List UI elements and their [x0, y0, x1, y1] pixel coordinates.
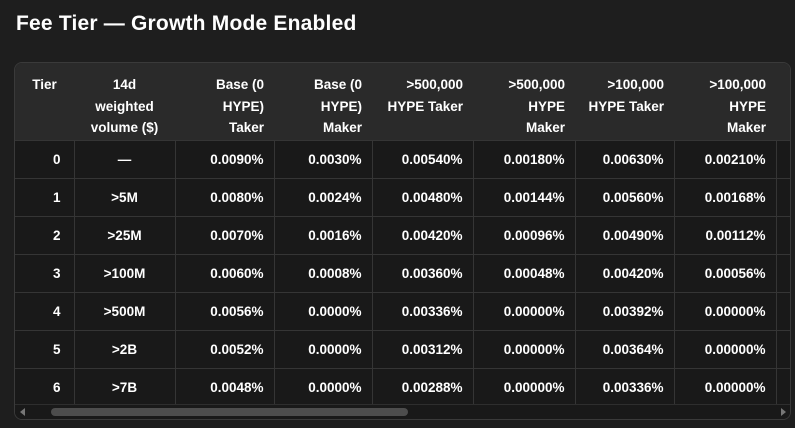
scrollbar-track[interactable]: [29, 405, 776, 419]
cell: 0.00000%: [673, 367, 776, 406]
cell: 0.00336%: [371, 291, 473, 330]
cell: 4: [15, 291, 74, 330]
fee-table: Tier 14d weighted volume ($) Base (0 HYPE)…: [15, 63, 790, 406]
cell: 0.0056%: [174, 291, 274, 330]
cell: 0.0000%: [273, 291, 372, 330]
cell: 3: [15, 253, 74, 292]
page-title: Fee Tier — Growth Mode Enabled: [16, 12, 357, 35]
table-row: 2 >25M 0.0070% 0.0016% 0.00420% 0.00096% 0.004…: [15, 215, 790, 254]
scrollbar-thumb[interactable]: [51, 408, 408, 416]
cell: 0.00420%: [371, 215, 473, 254]
cell: 2: [15, 215, 74, 254]
cell: 0.0080%: [174, 177, 274, 216]
cell: >2B: [73, 329, 175, 368]
cell: 0.00364%: [574, 329, 674, 368]
cell: 0.00096%: [472, 215, 575, 254]
cell: 0.00480%: [371, 177, 473, 216]
cell: 0.00288%: [371, 367, 473, 406]
cell: 0.00144%: [472, 177, 575, 216]
table-body: 0—0.0090% 0.0030% 0.00540% 0.00180% 0.00630%…: [15, 139, 790, 406]
cell-partial: [775, 329, 790, 368]
right-triangle-icon: [780, 408, 786, 416]
cell: 0.00048%: [472, 253, 575, 292]
cell: 0.00000%: [472, 367, 575, 406]
cell: 0.0008%: [273, 253, 372, 292]
cell-partial: [775, 367, 790, 406]
cell: 0.0048%: [174, 367, 274, 406]
cell: 0.0052%: [174, 329, 274, 368]
table-header: Tier 14d weighted volume ($) Base (0 HYPE)…: [15, 63, 790, 140]
table-row: 6 >7B 0.0048% 0.0000% 0.00288% 0.00000% 0.0033…: [15, 367, 790, 406]
cell: 0.0000%: [273, 329, 372, 368]
cell-partial: [775, 291, 790, 330]
cell: 0.00540%: [371, 139, 473, 178]
cell: 0.00312%: [371, 329, 473, 368]
scroll-left-arrow-icon[interactable]: [15, 405, 29, 419]
left-triangle-icon: [19, 408, 25, 416]
column-header: >500,000 HYPE Maker: [473, 63, 575, 140]
table-row: 3 >100M 0.0060% 0.0008% 0.00360% 0.00048% 0.00…: [15, 253, 790, 292]
header-row: Tier 14d weighted volume ($) Base (0 HYPE)…: [15, 63, 790, 140]
table-row: 4 >500M 0.0056% 0.0000% 0.00336% 0.00000% 0.00…: [15, 291, 790, 330]
table-row: 1 >5M 0.0080% 0.0024% 0.00480% 0.00144% 0.0056…: [15, 177, 790, 216]
cell: —: [73, 139, 175, 178]
table-row: 5 >2B 0.0052% 0.0000% 0.00312% 0.00000% 0.0036…: [15, 329, 790, 368]
scroll-right-arrow-icon[interactable]: [776, 405, 790, 419]
column-header: Base (0 HYPE) Maker: [274, 63, 372, 140]
cell: 0.0060%: [174, 253, 274, 292]
cell-partial: [775, 139, 790, 178]
cell: >25M: [73, 215, 175, 254]
cell: 0.00112%: [673, 215, 776, 254]
cell: 0.00392%: [574, 291, 674, 330]
cell: 0.00360%: [371, 253, 473, 292]
cell: 0: [15, 139, 74, 178]
cell: 0.0000%: [273, 367, 372, 406]
column-header: Tier: [15, 63, 74, 140]
cell: 0.00560%: [574, 177, 674, 216]
cell: 0.00168%: [673, 177, 776, 216]
cell: >100M: [73, 253, 175, 292]
column-header: >100,000 HYPE Taker: [575, 63, 674, 140]
cell: 0.00000%: [472, 329, 575, 368]
cell: 0.00000%: [673, 329, 776, 368]
column-header-partial: [776, 63, 790, 140]
cell: >5M: [73, 177, 175, 216]
cell: 0.00180%: [472, 139, 575, 178]
cell: 0.00490%: [574, 215, 674, 254]
cell: 5: [15, 329, 74, 368]
cell: >500M: [73, 291, 175, 330]
fee-table-container: Tier 14d weighted volume ($) Base (0 HYPE)…: [14, 62, 791, 420]
cell: 1: [15, 177, 74, 216]
cell: 0.00336%: [574, 367, 674, 406]
cell-partial: [775, 215, 790, 254]
cell: 0.0016%: [273, 215, 372, 254]
column-header: >500,000 HYPE Taker: [372, 63, 473, 140]
cell: 0.00630%: [574, 139, 674, 178]
cell: 0.0070%: [174, 215, 274, 254]
cell: 0.00420%: [574, 253, 674, 292]
column-header: 14d weighted volume ($): [74, 63, 175, 140]
cell: 0.00056%: [673, 253, 776, 292]
horizontal-scrollbar[interactable]: [15, 404, 790, 419]
cell: 6: [15, 367, 74, 406]
cell: 0.00000%: [673, 291, 776, 330]
column-header: Base (0 HYPE) Taker: [175, 63, 274, 140]
cell: 0.0024%: [273, 177, 372, 216]
cell: 0.0030%: [273, 139, 372, 178]
cell: 0.00000%: [472, 291, 575, 330]
cell: 0.00210%: [673, 139, 776, 178]
cell: 0.0090%: [174, 139, 274, 178]
cell: >7B: [73, 367, 175, 406]
column-header: >100,000 HYPE Maker: [674, 63, 776, 140]
table-row: 0—0.0090% 0.0030% 0.00540% 0.00180% 0.00630%…: [15, 139, 790, 178]
cell-partial: [775, 177, 790, 216]
cell-partial: [775, 253, 790, 292]
